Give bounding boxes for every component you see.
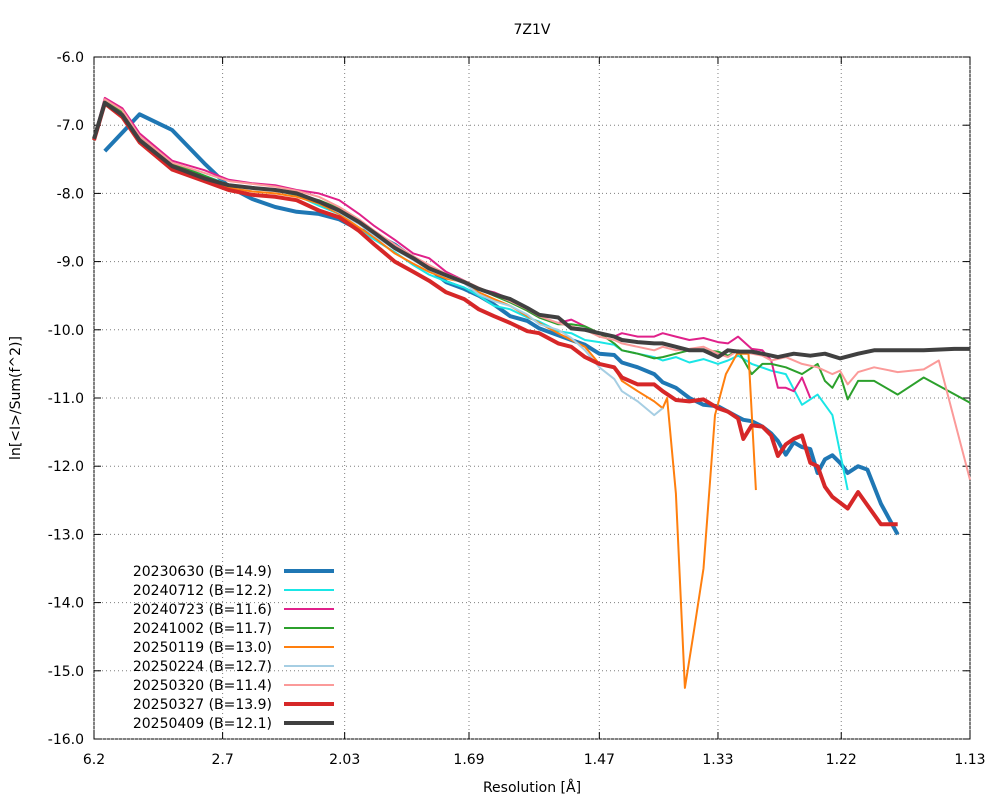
y-tick-label: -9.0 — [57, 255, 84, 271]
x-tick-label: 1.13 — [954, 752, 985, 768]
legend: 20230630 (B=14.9) 20240712 (B=12.2) 202407… — [133, 564, 334, 732]
y-axis-title: ln[<I>/Sum(f^2)] — [8, 336, 24, 460]
series-line-20250409 — [92, 100, 970, 361]
x-tick-label: 2.7 — [211, 752, 233, 768]
y-tick-label: -16.0 — [48, 732, 84, 748]
axis-ticks: 6.2 2.7 2.03 1.69 1.47 1.33 1.22 1.13 -6.0 -7.0 -8… — [48, 50, 986, 768]
y-tick-label: -6.0 — [57, 50, 84, 66]
y-tick-label: -15.0 — [48, 664, 84, 680]
chart-title: 7Z1V — [514, 22, 551, 38]
legend-label: 20250224 (B=12.7) — [133, 659, 272, 675]
legend-label: 20230630 (B=14.9) — [133, 564, 272, 580]
series-line-20250119 — [93, 103, 757, 689]
y-tick-label: -14.0 — [48, 596, 84, 612]
y-tick-label: -12.0 — [48, 459, 84, 475]
legend-label: 20250409 (B=12.1) — [133, 716, 272, 732]
x-tick-label: 6.2 — [83, 752, 105, 768]
x-tick-label: 1.47 — [584, 752, 615, 768]
legend-label: 20241002 (B=11.7) — [133, 621, 272, 637]
series-line-20240712 — [93, 102, 849, 491]
series-line-20250320 — [93, 98, 971, 481]
y-tick-label: -8.0 — [57, 186, 84, 202]
legend-label: 20250327 (B=13.9) — [133, 697, 272, 713]
series-line-20240723 — [93, 96, 812, 399]
legend-label: 20240723 (B=11.6) — [133, 602, 272, 618]
series-line-20250224 — [93, 102, 664, 417]
y-tick-label: -11.0 — [48, 391, 84, 407]
x-tick-label: 1.22 — [826, 752, 857, 768]
x-axis-title: Resolution [Å] — [483, 779, 581, 796]
legend-label: 20240712 (B=12.2) — [133, 583, 272, 599]
legend-label: 20250320 (B=11.4) — [133, 678, 272, 694]
series-layer — [92, 96, 971, 689]
y-tick-label: -7.0 — [57, 118, 84, 134]
series-line-20250327 — [92, 101, 898, 527]
legend-label: 20250119 (B=13.0) — [133, 640, 272, 656]
x-tick-label: 1.33 — [702, 752, 733, 768]
y-tick-label: -10.0 — [48, 323, 84, 339]
x-tick-label: 2.03 — [329, 752, 360, 768]
x-tick-label: 1.69 — [453, 752, 484, 768]
y-tick-label: -13.0 — [48, 527, 84, 543]
